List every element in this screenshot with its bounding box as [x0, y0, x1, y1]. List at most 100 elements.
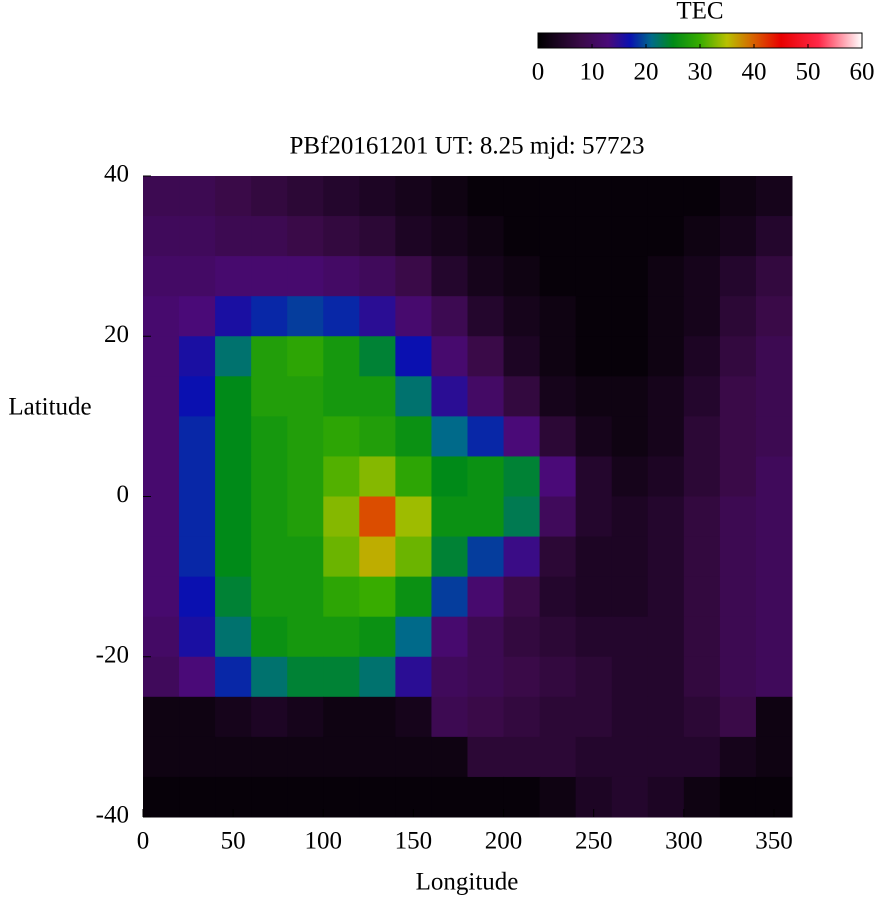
heatmap-cell	[539, 376, 577, 417]
heatmap-cell	[179, 256, 216, 297]
heatmap-cell	[215, 736, 252, 778]
heatmap-cell	[323, 176, 360, 217]
heatmap-cell	[143, 216, 180, 257]
x-tick-label: 200	[485, 828, 523, 855]
heatmap-cell	[683, 496, 721, 538]
heatmap-cell	[503, 696, 541, 738]
heatmap-cell	[251, 736, 288, 778]
heatmap-cell	[683, 696, 721, 738]
heatmap-cell	[215, 416, 252, 457]
heatmap-cell	[467, 456, 505, 497]
heatmap-cell	[683, 776, 721, 818]
heatmap-cell	[287, 296, 324, 337]
heatmap-cell	[251, 616, 288, 658]
heatmap-cell	[431, 696, 468, 738]
heatmap-cell	[503, 336, 541, 377]
heatmap-cell	[755, 376, 793, 417]
heatmap-cell	[359, 536, 396, 578]
x-tick-label: 300	[665, 828, 703, 855]
x-tick-label: 250	[575, 828, 613, 855]
heatmap-cell	[251, 696, 288, 738]
heatmap-cell	[647, 656, 685, 698]
heatmap-cell	[287, 376, 324, 417]
heatmap-cell	[215, 536, 252, 578]
heatmap-cell	[575, 736, 613, 778]
heatmap-cell	[179, 536, 216, 578]
heatmap-cell	[323, 456, 360, 497]
heatmap-cell	[395, 216, 432, 257]
heatmap-cell	[575, 376, 613, 417]
heatmap-cell	[647, 336, 685, 377]
heatmap-cell	[755, 416, 793, 457]
heatmap-cell	[647, 176, 685, 217]
heatmap-cell	[755, 576, 793, 618]
heatmap-cell	[575, 296, 613, 337]
heatmap-cell	[683, 256, 721, 297]
heatmap-cell	[215, 496, 252, 538]
heatmap-cell	[431, 176, 468, 217]
heatmap-cell	[251, 536, 288, 578]
heatmap-cell	[611, 616, 649, 658]
heatmap-cell	[179, 616, 216, 658]
heatmap-cell	[143, 736, 180, 778]
heatmap-cell	[251, 336, 288, 377]
heatmap-cell	[287, 696, 324, 738]
colorbar-tick-label: 50	[796, 59, 821, 86]
heatmap-cell	[287, 576, 324, 618]
heatmap-cell	[611, 216, 649, 257]
heatmap-cell	[539, 576, 577, 618]
heatmap-cell	[467, 536, 505, 578]
heatmap-cell	[503, 176, 541, 217]
x-tick-label: 50	[221, 828, 246, 855]
heatmap-cell	[359, 296, 396, 337]
heatmap-cell	[215, 336, 252, 377]
y-axis-label: Latitude	[8, 394, 91, 421]
heatmap-cell	[395, 656, 432, 698]
heatmap-cell	[287, 776, 324, 818]
heatmap-cell	[575, 416, 613, 457]
heatmap-cell	[647, 776, 685, 818]
heatmap-cell	[287, 216, 324, 257]
heatmap-cell	[215, 656, 252, 698]
colorbar-tick-label: 60	[850, 59, 875, 86]
heatmap-cell	[179, 696, 216, 738]
heatmap-cell	[503, 456, 541, 497]
x-tick-label: 150	[395, 828, 433, 855]
heatmap-cell	[647, 296, 685, 337]
heatmap-cell	[251, 416, 288, 457]
heatmap-cell	[467, 376, 505, 417]
heatmap-cell	[611, 496, 649, 538]
heatmap-cell	[395, 336, 432, 377]
heatmap-cell	[323, 776, 360, 818]
heatmap-cell	[287, 496, 324, 538]
heatmap-cell	[251, 656, 288, 698]
heatmap-cell	[611, 256, 649, 297]
heatmap-cell	[215, 696, 252, 738]
heatmap-cell	[287, 736, 324, 778]
heatmap-cell	[143, 456, 180, 497]
heatmap-cell	[719, 536, 757, 578]
heatmap-cell	[467, 776, 505, 818]
heatmap-cell	[215, 576, 252, 618]
heatmap-cell	[611, 576, 649, 618]
heatmap-cell	[611, 656, 649, 698]
heatmap-cell	[719, 576, 757, 618]
heatmap-cell	[575, 576, 613, 618]
heatmap-cell	[539, 656, 577, 698]
heatmap-cell	[323, 616, 360, 658]
heatmap-cell	[647, 576, 685, 618]
heatmap-cell	[719, 696, 757, 738]
heatmap-cell	[683, 576, 721, 618]
heatmap-cell	[143, 416, 180, 457]
heatmap-cell	[647, 616, 685, 658]
heatmap-cell	[755, 256, 793, 297]
colorbar-label: TEC	[676, 0, 723, 25]
heatmap-cell	[467, 216, 505, 257]
heatmap-cell	[215, 376, 252, 417]
heatmap-cell	[755, 216, 793, 257]
heatmap-cell	[575, 536, 613, 578]
colorbar-tick-label: 10	[580, 59, 605, 86]
heatmap-cell	[647, 696, 685, 738]
heatmap-cell	[611, 536, 649, 578]
heatmap-cell	[755, 736, 793, 778]
